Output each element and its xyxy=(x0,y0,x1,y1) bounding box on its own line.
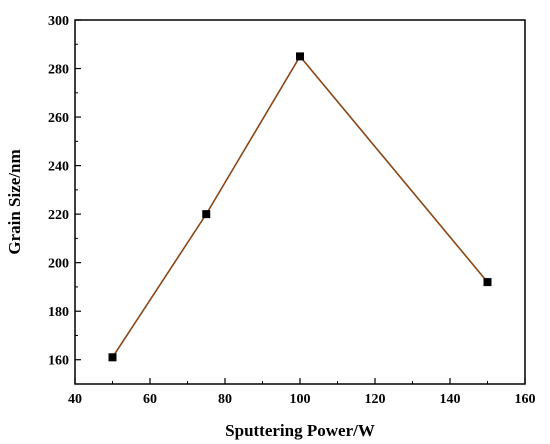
y-tick-label: 300 xyxy=(48,14,69,29)
x-tick-label: 60 xyxy=(143,392,157,407)
x-tick-label: 80 xyxy=(218,392,232,407)
data-point xyxy=(202,210,211,219)
y-tick-label: 160 xyxy=(48,354,69,369)
x-tick-label: 140 xyxy=(440,392,461,407)
x-axis-title: Sputtering Power/W xyxy=(225,421,375,440)
x-tick-label: 120 xyxy=(365,392,386,407)
data-point xyxy=(296,52,304,61)
y-tick-label: 220 xyxy=(48,208,69,223)
data-point xyxy=(483,278,492,287)
y-tick-label: 180 xyxy=(48,305,69,320)
y-tick-label: 200 xyxy=(48,257,69,272)
y-tick-label: 280 xyxy=(48,63,69,78)
x-tick-label: 100 xyxy=(290,392,311,407)
y-tick-label: 240 xyxy=(48,160,69,175)
series-line xyxy=(111,55,489,358)
x-tick-label: 160 xyxy=(515,392,536,407)
y-axis-title: Grain Size/nm xyxy=(5,149,24,254)
y-tick-label: 260 xyxy=(48,111,69,126)
ticks-layer: 40 60 80 100 120 140 160 160 180 200 220 240 260 280 3… xyxy=(48,14,536,407)
x-tick-label: 40 xyxy=(68,392,82,407)
plot-frame xyxy=(74,19,526,385)
data-point xyxy=(108,353,117,362)
series-layer xyxy=(108,52,492,362)
